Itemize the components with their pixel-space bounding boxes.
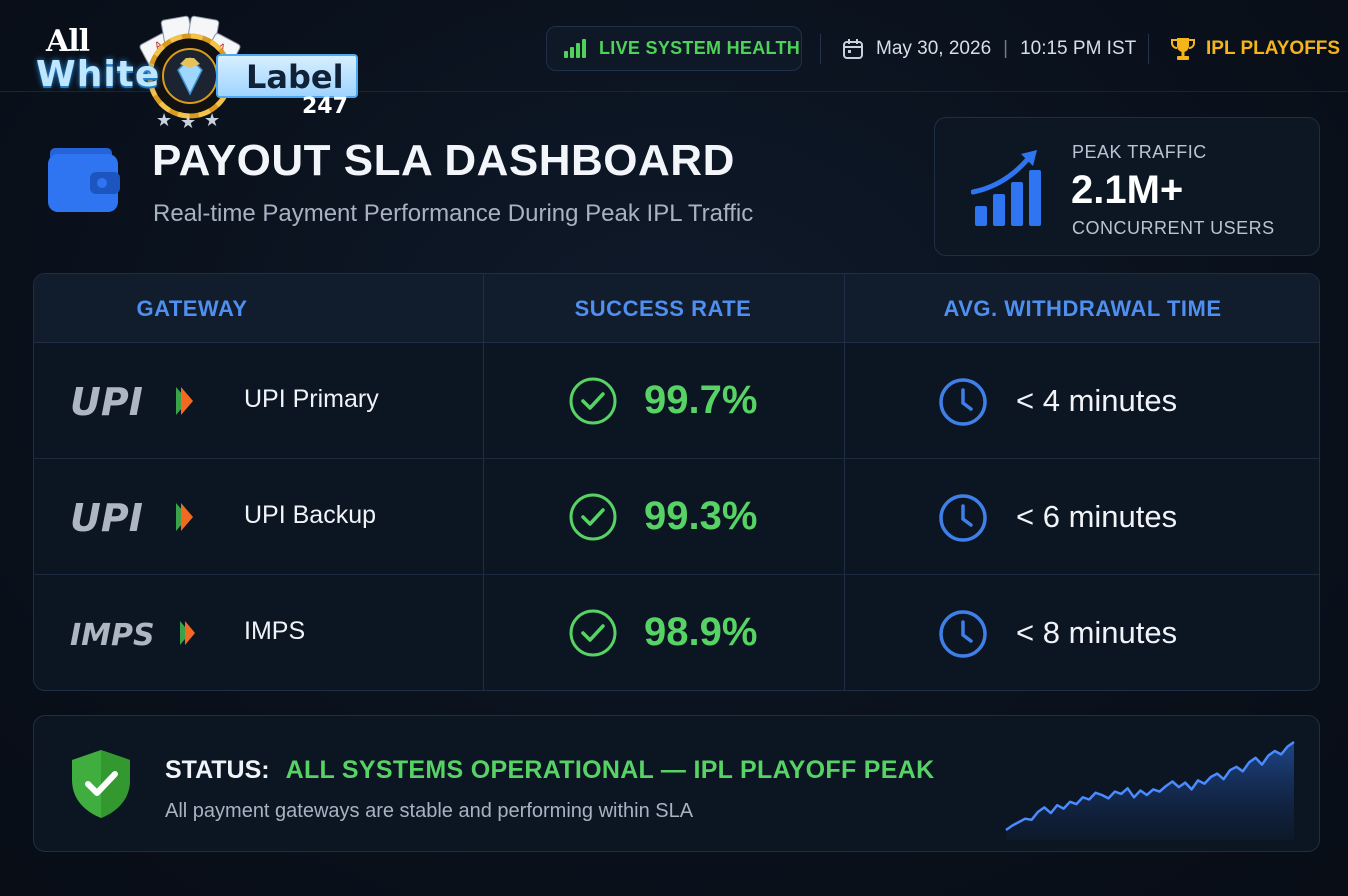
page-title: PAYOUT SLA DASHBOARD bbox=[152, 136, 735, 185]
ipl-playoffs-label: IPL PLAYOFFS bbox=[1206, 38, 1341, 59]
table-row[interactable]: UPI UPI Backup 99.3% < 6 minutes bbox=[34, 459, 1319, 575]
svg-text:★: ★ bbox=[156, 110, 172, 130]
column-header-gateway[interactable]: GATEWAY bbox=[136, 295, 248, 321]
withdrawal-time-value: < 6 minutes bbox=[1016, 499, 1178, 534]
withdrawal-time-value: < 4 minutes bbox=[1016, 383, 1178, 418]
column-header-success-rate[interactable]: SUCCESS RATE bbox=[574, 295, 752, 321]
svg-text:UPI: UPI bbox=[70, 381, 143, 421]
peak-traffic-card: PEAK TRAFFIC 2.1M+ CONCURRENT USERS bbox=[934, 117, 1320, 256]
table-row[interactable]: IMPS IMPS 98.9% < 8 minutes bbox=[34, 575, 1319, 690]
svg-text:IMPS: IMPS bbox=[70, 618, 155, 653]
status-description: All payment gateways are stable and perf… bbox=[165, 800, 694, 822]
signal-bars-icon bbox=[564, 38, 586, 58]
sparkline-area bbox=[1006, 742, 1294, 840]
status-value: ALL SYSTEMS OPERATIONAL — IPL PLAYOFF PE… bbox=[285, 756, 935, 784]
current-time: 10:15 PM IST bbox=[1020, 38, 1137, 59]
brand-logo[interactable]: A A ★ ★ ★ All White Label 247 bbox=[34, 14, 364, 130]
svg-text:UPI: UPI bbox=[70, 497, 143, 537]
status-line: STATUS: ALL SYSTEMS OPERATIONAL — IPL PLA… bbox=[165, 756, 934, 785]
table-row[interactable]: UPI UPI Primary 99.7% < 4 minutes bbox=[34, 343, 1319, 459]
brand-logo-label: Label bbox=[246, 58, 344, 96]
upi-logo-icon: UPI bbox=[70, 381, 193, 421]
topbar-divider bbox=[1148, 34, 1149, 64]
peak-traffic-sub: CONCURRENT USERS bbox=[1072, 218, 1275, 238]
topbar-divider bbox=[820, 34, 821, 64]
ipl-playoffs-badge[interactable]: IPL PLAYOFFS bbox=[1170, 34, 1340, 64]
brand-logo-247: 247 bbox=[302, 94, 348, 119]
table-header: GATEWAY SUCCESS RATE AVG. WITHDRAWAL TIM… bbox=[34, 274, 1319, 343]
sparkline-line bbox=[1005, 740, 1295, 832]
date-time-separator: | bbox=[1003, 38, 1009, 59]
brand-logo-all: All bbox=[46, 24, 90, 59]
withdrawal-time-value: < 8 minutes bbox=[1016, 615, 1178, 650]
gateway-name: IMPS bbox=[244, 617, 306, 645]
success-rate-value: 98.9% bbox=[644, 610, 758, 654]
top-bar: A A ★ ★ ★ All White Label 247 LIVE SYSTE… bbox=[0, 0, 1348, 130]
column-header-withdrawal-time[interactable]: AVG. WITHDRAWAL TIME bbox=[943, 295, 1222, 321]
wallet-icon bbox=[48, 148, 120, 212]
check-circle-icon bbox=[569, 493, 617, 541]
imps-logo-icon: IMPS bbox=[70, 618, 195, 653]
live-system-health-label: LIVE SYSTEM HEALTH bbox=[599, 38, 801, 58]
check-circle-icon bbox=[569, 377, 617, 425]
gateway-name: UPI Backup bbox=[244, 501, 377, 529]
peak-traffic-label: PEAK TRAFFIC bbox=[1072, 142, 1207, 162]
date-time-display: May 30, 2026 | 10:15 PM IST bbox=[842, 34, 1136, 64]
success-rate-value: 99.3% bbox=[644, 494, 758, 538]
shield-check-icon bbox=[72, 750, 130, 818]
calendar-icon bbox=[843, 39, 863, 59]
clock-icon bbox=[939, 610, 987, 658]
upi-logo-icon: UPI bbox=[70, 497, 193, 537]
trophy-icon bbox=[1171, 38, 1195, 60]
clock-icon bbox=[939, 378, 987, 426]
current-date: May 30, 2026 bbox=[876, 38, 992, 59]
svg-text:★: ★ bbox=[204, 110, 220, 130]
svg-text:★: ★ bbox=[180, 112, 196, 130]
growth-chart-icon bbox=[971, 150, 1041, 226]
status-card: STATUS: ALL SYSTEMS OPERATIONAL — IPL PLA… bbox=[33, 715, 1320, 852]
gateway-table: GATEWAY SUCCESS RATE AVG. WITHDRAWAL TIM… bbox=[33, 273, 1320, 691]
traffic-sparkline bbox=[1005, 740, 1295, 840]
brand-logo-white: White bbox=[36, 54, 161, 95]
brand-logo-label-box bbox=[216, 54, 358, 98]
live-system-health-button[interactable]: LIVE SYSTEM HEALTH bbox=[546, 26, 802, 71]
clock-icon bbox=[939, 494, 987, 542]
column-divider bbox=[483, 274, 484, 690]
success-rate-value: 99.7% bbox=[644, 378, 758, 422]
peak-traffic-value: 2.1M+ bbox=[1071, 168, 1184, 212]
svg-text:A: A bbox=[153, 39, 164, 52]
check-circle-icon bbox=[569, 609, 617, 657]
column-divider bbox=[844, 274, 845, 690]
status-key: STATUS: bbox=[165, 756, 270, 784]
page-subtitle: Real-time Payment Performance During Pea… bbox=[153, 200, 754, 227]
gateway-name: UPI Primary bbox=[244, 385, 379, 413]
